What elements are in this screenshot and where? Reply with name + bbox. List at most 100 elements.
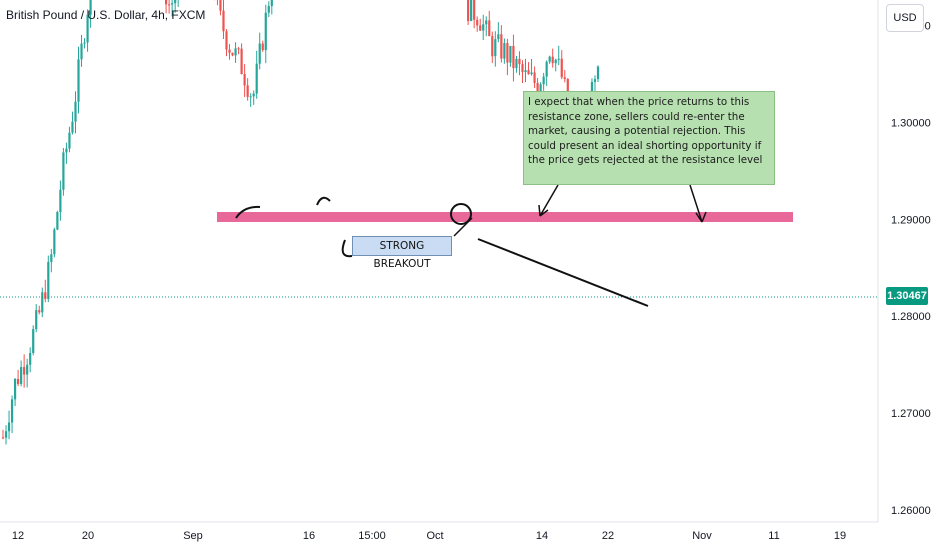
candle (252, 90, 255, 105)
candle (473, 0, 476, 29)
price-tick-label: 1.27000 (891, 408, 931, 420)
candle-body (228, 49, 231, 53)
candle (479, 18, 482, 32)
candle (62, 148, 65, 196)
candle (74, 91, 77, 134)
currency-button[interactable]: USD (886, 4, 924, 32)
candle (10, 395, 14, 434)
candle (7, 410, 11, 440)
candle-body (470, 0, 473, 21)
candle-body (44, 292, 47, 299)
plot-area[interactable] (0, 0, 878, 522)
candle (65, 142, 68, 164)
candle-body (29, 352, 32, 365)
candle (491, 31, 494, 64)
candle (56, 210, 59, 231)
candle-body (512, 45, 515, 69)
candle (503, 38, 506, 64)
candle (470, 0, 473, 22)
candle (4, 425, 8, 445)
candle-body (476, 19, 479, 26)
candle-body (10, 399, 14, 423)
candle (13, 377, 17, 407)
candle (29, 347, 32, 373)
time-tick-label: 15:00 (358, 530, 386, 542)
candle-body (488, 20, 491, 37)
candle-body (473, 0, 476, 20)
candle (258, 32, 261, 70)
candle (249, 93, 252, 107)
candle (234, 42, 237, 63)
candle-body (527, 70, 530, 75)
candle-body (237, 48, 240, 50)
candle (518, 51, 521, 76)
candle (68, 126, 71, 153)
annotation-note[interactable]: I expect that when the price returns to … (523, 91, 775, 185)
resistance-zone[interactable] (217, 212, 793, 222)
candle (32, 325, 35, 356)
candle-body (50, 254, 53, 263)
breakout-circle-mark (341, 239, 353, 258)
candle (542, 72, 545, 91)
candle (23, 354, 26, 388)
candle-body (62, 152, 65, 190)
candle-body (234, 48, 237, 56)
candle (545, 60, 548, 86)
candle-body (551, 56, 554, 64)
candle (270, 0, 273, 15)
price-axis[interactable]: 1.260001.270001.280001.290001.300001.310… (891, 0, 931, 518)
candle (47, 255, 50, 303)
candle-body (249, 96, 252, 98)
candle-body (524, 70, 527, 72)
candle-body (7, 422, 11, 432)
candle-body (68, 132, 71, 149)
time-tick-label: Nov (692, 530, 712, 542)
candle (494, 31, 497, 67)
candle (177, 0, 179, 7)
candle-body (593, 79, 597, 82)
trendline[interactable] (477, 238, 649, 307)
candle-body (77, 59, 80, 102)
candle (71, 111, 74, 135)
candle-body (506, 43, 509, 63)
candle-body (74, 101, 77, 122)
candle (557, 45, 560, 66)
time-axis[interactable]: 12 20 Sep 16 15:00 Oct 14 22 Nov 11 19 (12, 530, 846, 542)
candle-body (174, 0, 177, 4)
candle-body (536, 82, 539, 94)
candle (35, 304, 38, 333)
candle (497, 22, 500, 43)
candle (216, 0, 218, 6)
candle (44, 279, 47, 303)
candle-body (503, 43, 506, 59)
candle-body (467, 0, 470, 21)
candle (222, 0, 225, 39)
candle (467, 0, 470, 25)
candle (264, 4, 267, 64)
candle-body (240, 48, 243, 75)
candle (1, 429, 5, 440)
candle-body (482, 24, 485, 31)
candle-body (65, 148, 68, 153)
breakout-label[interactable]: STRONG BREAKOUT (352, 236, 452, 270)
candle (527, 62, 530, 75)
candle-body (168, 4, 171, 6)
arrow-1 (538, 184, 559, 217)
candle (243, 64, 246, 97)
candle-body (560, 58, 563, 78)
candle-body (89, 0, 92, 15)
price-tick-label: 1.28000 (891, 311, 931, 323)
candle-body (554, 59, 557, 64)
candle (168, 0, 171, 14)
candle (476, 16, 479, 32)
candle-body (485, 20, 488, 25)
candle (77, 46, 80, 114)
candle-body (515, 58, 518, 69)
candle-body (32, 329, 35, 353)
time-tick-label: 14 (536, 530, 548, 542)
candle-body (255, 63, 258, 94)
candle (225, 29, 228, 57)
candle (50, 248, 53, 273)
candle-body (557, 58, 560, 60)
